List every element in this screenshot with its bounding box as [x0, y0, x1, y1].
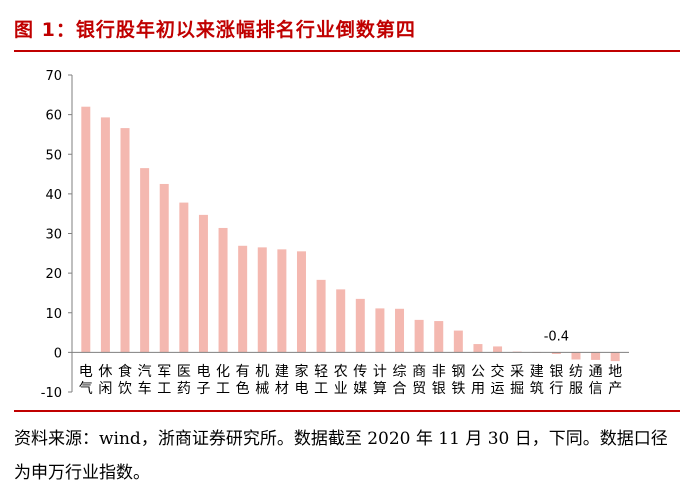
x-tick-label: 电子 — [196, 364, 210, 397]
bar-汽车 — [140, 168, 150, 353]
bar-家电 — [296, 251, 306, 353]
x-tick-label: 食饮 — [118, 363, 132, 397]
bar-交运 — [493, 346, 503, 353]
x-tick-label: 通信 — [589, 364, 603, 397]
x-tick-label: 采掘 — [510, 364, 524, 397]
data-label: -0.4 — [544, 329, 569, 344]
x-tick-label: 建材 — [275, 364, 289, 397]
bar-传媒 — [355, 298, 365, 353]
y-tick-label: 30 — [45, 228, 62, 243]
x-tick-label: 农业 — [334, 364, 348, 397]
bar-chart: -10 0 10 20 30 40 50 60 70 电气休闲食饮汽车军工医药电子化工有色机械建材… — [41, 69, 629, 401]
x-tick-label: 化工 — [216, 364, 230, 397]
bar-机械 — [257, 247, 267, 353]
y-tick-label: -10 — [41, 386, 62, 401]
bar-地产 — [610, 352, 620, 362]
x-tick-label: 医药 — [177, 364, 191, 397]
x-tick-label: 电气 — [79, 364, 93, 397]
bar-轻工 — [316, 279, 326, 353]
bar-食饮 — [120, 128, 130, 353]
bar-非银 — [434, 321, 444, 353]
bar-钢铁 — [453, 330, 463, 353]
title-divider — [14, 50, 680, 52]
x-tick-label: 综合 — [393, 364, 407, 397]
bar-军工 — [159, 183, 169, 353]
bar-通信 — [591, 352, 601, 360]
bar-有色 — [238, 245, 248, 353]
bar-化工 — [218, 227, 228, 353]
x-tick-label: 轻工 — [314, 364, 328, 397]
x-tick-label: 家电 — [294, 363, 308, 397]
bar-综合 — [395, 308, 405, 353]
x-tick-label: 军工 — [157, 364, 171, 397]
x-tick-label: 商贸 — [412, 364, 426, 397]
bar-计算 — [375, 308, 385, 353]
x-tick-label: 机械 — [255, 364, 269, 397]
x-tick-label: 公用 — [471, 364, 485, 397]
y-tick-label: 60 — [45, 109, 62, 124]
x-tick-label: 非银 — [432, 364, 446, 397]
y-tick-label: 70 — [45, 69, 62, 84]
bar-医药 — [179, 202, 189, 353]
bar-银行 — [551, 352, 561, 354]
bar-电子 — [198, 214, 208, 353]
x-tick-label: 休闲 — [98, 364, 112, 397]
x-tick-label: 计算 — [373, 364, 387, 397]
source-divider — [14, 410, 680, 412]
bar-商贸 — [414, 319, 424, 353]
x-tick-label: 银行 — [549, 364, 563, 397]
x-tick-label: 钢铁 — [451, 364, 465, 397]
bar-休闲 — [100, 117, 110, 353]
x-tick-label: 纺服 — [569, 364, 583, 397]
x-tick-label: 地产 — [608, 364, 622, 397]
x-tick-label: 传媒 — [353, 364, 367, 397]
bar-公用 — [473, 344, 483, 353]
x-tick-label: 建筑 — [530, 364, 544, 397]
y-tick-label: 0 — [54, 346, 62, 361]
source-note: 资料来源：wind，浙商证券研究所。数据截至 2020 年 11 月 30 日，… — [14, 429, 668, 483]
y-tick-label: 50 — [45, 148, 62, 163]
x-tick-label: 有色 — [236, 364, 250, 397]
bar-建材 — [277, 249, 287, 353]
bar-电气 — [81, 106, 91, 353]
y-tick-label: 10 — [45, 307, 62, 322]
x-tick-label: 汽车 — [138, 364, 152, 397]
y-tick-label: 40 — [45, 188, 62, 203]
x-tick-label: 交运 — [491, 363, 505, 397]
chart-title: 图 1：银行股年初以来涨幅排名行业倒数第四 — [14, 19, 416, 41]
y-tick-label: 20 — [45, 267, 62, 282]
bar-农业 — [336, 289, 346, 353]
bar-纺服 — [571, 352, 581, 360]
